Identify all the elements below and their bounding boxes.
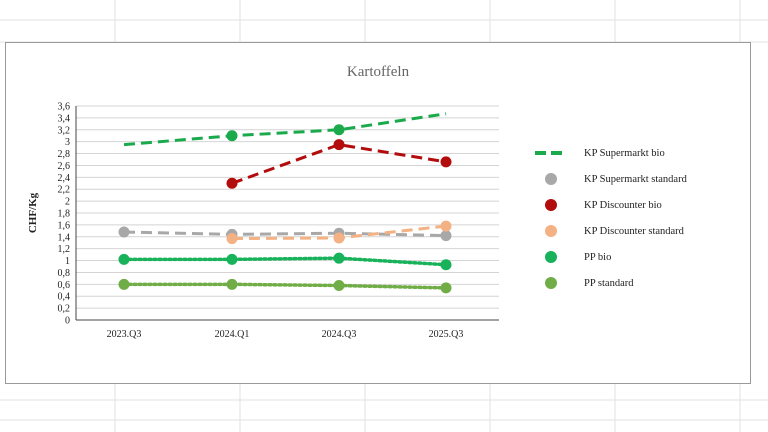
x-tick-label: 2024.Q1 [215, 329, 250, 340]
data-point-pp-bio [440, 259, 452, 271]
data-point-kp-supermarkt-standard [440, 230, 452, 242]
chart-legend: KP Supermarkt bio KP Supermarkt standard K… [534, 140, 754, 296]
data-point-pp-standard [226, 278, 238, 290]
legend-swatch [545, 277, 557, 289]
y-tick-label: 2,6 [58, 161, 71, 172]
legend-swatch [545, 173, 557, 185]
legend-swatch [545, 199, 557, 211]
x-tick-label: 2023.Q3 [107, 329, 142, 340]
legend-item-pp-bio: PP bio [534, 244, 754, 270]
y-tick-label: 3 [65, 137, 70, 148]
y-tick-label: 3,4 [58, 113, 71, 124]
data-point-pp-bio [333, 252, 345, 264]
data-point-kp-supermarkt-bio [333, 124, 345, 136]
legend-label: KP Supermarkt bio [584, 147, 665, 159]
legend-label: KP Discounter bio [584, 199, 662, 211]
y-tick-label: 1,2 [58, 244, 71, 255]
data-point-kp-supermarkt-bio [226, 130, 238, 142]
y-tick-label: 3,2 [58, 125, 71, 136]
data-point-kp-discounter-standard [226, 233, 238, 245]
y-tick-label: 1,8 [58, 209, 71, 220]
data-point-kp-discounter-standard [440, 220, 452, 232]
y-tick-label: 1,4 [58, 232, 71, 243]
data-point-kp-discounter-bio [440, 156, 452, 168]
data-point-pp-bio [118, 253, 130, 265]
y-tick-label: 3,6 [58, 102, 71, 113]
data-point-kp-supermarkt-standard [118, 226, 130, 238]
legend-swatch [545, 225, 557, 237]
line-chart: Kartoffeln 00,20,40,60,811,21,41,61,822,2… [27, 64, 499, 340]
y-tick-label: 0,4 [58, 292, 71, 303]
legend-swatch [535, 151, 567, 155]
y-tick-label: 1 [65, 256, 70, 267]
y-axis-label: CHF/Kg [27, 192, 39, 233]
chart-title: Kartoffeln [347, 64, 410, 80]
legend-item-pp-standard: PP standard [534, 270, 754, 296]
y-tick-label: 2,8 [58, 149, 71, 160]
x-tick-label: 2025.Q3 [429, 329, 464, 340]
data-point-kp-discounter-standard [333, 232, 345, 244]
legend-item-kp-discounter-bio: KP Discounter bio [534, 192, 754, 218]
y-tick-label: 2,2 [58, 185, 71, 196]
y-tick-label: 2 [65, 197, 70, 208]
legend-label: PP standard [584, 277, 634, 289]
legend-item-kp-supermarkt-standard: KP Supermarkt standard [534, 166, 754, 192]
y-tick-label: 0,2 [58, 304, 71, 315]
series-line-kp-supermarkt-standard [123, 230, 447, 238]
data-point-pp-bio [226, 253, 238, 265]
legend-label: KP Discounter standard [584, 225, 684, 237]
series-line-pp-standard [122, 282, 448, 290]
data-point-pp-standard [118, 278, 130, 290]
legend-swatch [545, 251, 557, 263]
legend-label: PP bio [584, 251, 612, 263]
x-tick-label: 2024.Q3 [322, 329, 357, 340]
data-point-kp-discounter-bio [333, 139, 345, 151]
legend-label: KP Supermarkt standard [584, 173, 687, 185]
y-tick-label: 0,6 [58, 280, 71, 291]
y-tick-label: 2,4 [58, 173, 71, 184]
series-line-pp-bio [122, 256, 448, 267]
data-point-pp-standard [440, 282, 452, 294]
series-line-kp-discounter-bio [231, 143, 447, 185]
y-tick-label: 0 [65, 316, 70, 327]
chart-container[interactable]: Kartoffeln 0 0,2 0,4 0,6 0,8 1 1,2 1,4 1,6 1,8 2 2,2… [5, 42, 751, 384]
y-tick-label: 1,6 [58, 220, 71, 231]
legend-item-kp-discounter-standard: KP Discounter standard [534, 218, 754, 244]
series-line-kp-supermarkt-bio [123, 112, 447, 147]
data-point-pp-standard [333, 280, 345, 292]
data-point-kp-discounter-bio [226, 177, 238, 189]
y-tick-label: 0,8 [58, 268, 71, 279]
legend-item-kp-supermarkt-bio: KP Supermarkt bio [534, 140, 754, 166]
